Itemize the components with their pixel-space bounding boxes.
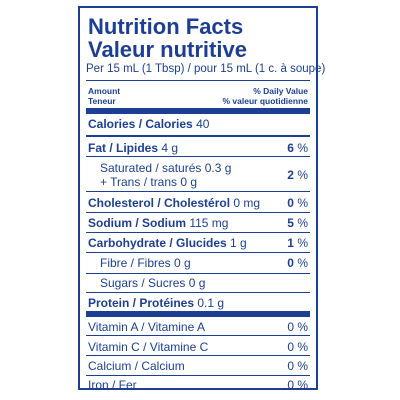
protein-row: Protein / Protéines 0.1 g [88, 296, 224, 310]
vitamin-a-daily-value: 0 % [287, 320, 308, 334]
sodium-label: Sodium / Sodium [88, 216, 186, 230]
fat-daily-value: 6 % [287, 141, 308, 155]
sodium-rule [86, 232, 310, 233]
calcium-rule [86, 375, 310, 376]
header-thick-rule [86, 108, 310, 114]
fat-rule [86, 156, 310, 157]
amount-header-fr: Teneur [88, 96, 116, 106]
fibre-rule [86, 273, 310, 274]
fat-amount: 4 g [161, 141, 179, 155]
vitamin-a-row: Vitamin A / Vitamine A [88, 320, 205, 334]
amount-header: Amount [88, 86, 121, 96]
fat-dv-number: 6 [287, 141, 294, 155]
cholesterol-dv-number: 0 [287, 196, 294, 210]
fibre-dv-number: 0 [287, 256, 294, 270]
fibre-dv-unit: % [297, 256, 308, 270]
calories-row: Calories / Calories 40 [88, 117, 209, 131]
vitamin-c-row: Vitamin C / Vitamine C [88, 340, 209, 354]
protein-thick-rule [86, 311, 310, 317]
sodium-dv-unit: % [297, 216, 308, 230]
iron-row: Iron / Fer [88, 378, 137, 392]
vitamin-c-daily-value: 0 % [287, 340, 308, 354]
trans-row: + Trans / trans 0 g [100, 175, 198, 189]
saturated-dv-unit: % [297, 168, 308, 182]
daily-value-header: % Daily Value [253, 86, 308, 96]
carbohydrate-dv-number: 1 [287, 236, 294, 250]
calcium-row: Calcium / Calcium [88, 359, 185, 373]
saturated-row: Saturated / saturés 0.3 g [100, 161, 232, 175]
vitamin-c-rule [86, 355, 310, 356]
cholesterol-row: Cholesterol / Cholestérol 0 mg [88, 196, 260, 210]
fat-dv-unit: % [297, 141, 308, 155]
cholesterol-amount: 0 mg [233, 196, 261, 210]
sugars-rule [86, 292, 310, 293]
carbohydrate-amount: 1 g [230, 236, 247, 250]
saturated-rule [86, 191, 310, 192]
nutrition-facts-panel: Nutrition Facts Valeur nutritive Per 15 … [78, 6, 325, 392]
sodium-daily-value: 5 % [287, 216, 308, 230]
serving-rule [86, 80, 310, 81]
daily-value-header-fr: % valeur quotidienne [222, 96, 309, 106]
protein-label: Protein / Protéines [88, 296, 195, 310]
calories-value: 40 [196, 117, 210, 131]
cholesterol-label: Cholesterol / Cholestérol [88, 196, 231, 210]
sodium-row: Sodium / Sodium 115 mg [88, 216, 228, 230]
fibre-row: Fibre / Fibres 0 g [100, 256, 191, 270]
cholesterol-dv-unit: % [297, 196, 308, 210]
sodium-amount: 115 mg [189, 216, 229, 230]
protein-amount: 0.1 g [197, 296, 225, 310]
carbohydrate-row: Carbohydrate / Glucides 1 g [88, 236, 247, 250]
calcium-daily-value: 0 % [287, 359, 308, 373]
saturated-dv-number: 2 [287, 168, 294, 182]
cholesterol-rule [86, 212, 310, 213]
fibre-daily-value: 0 % [287, 256, 308, 270]
saturated-trans-daily-value: 2 % [287, 168, 308, 182]
title-english: Nutrition Facts [88, 14, 244, 39]
fat-label: Fat / Lipides [88, 141, 159, 155]
calories-label: Calories / Calories [88, 117, 193, 131]
iron-daily-value: 0 % [287, 378, 308, 392]
calories-rule [86, 135, 310, 137]
carbohydrate-daily-value: 1 % [287, 236, 308, 250]
carbohydrate-dv-unit: % [297, 236, 308, 250]
carbohydrate-rule [86, 252, 310, 253]
serving-size: Per 15 mL (1 Tbsp) / pour 15 mL (1 c. à … [86, 63, 326, 75]
sodium-dv-number: 5 [287, 216, 294, 230]
cholesterol-daily-value: 0 % [287, 196, 308, 210]
title-french: Valeur nutritive [88, 37, 247, 62]
carbohydrate-label: Carbohydrate / Glucides [88, 236, 227, 250]
vitamin-a-rule [86, 335, 310, 336]
sugars-row: Sugars / Sucres 0 g [100, 276, 206, 290]
fat-row: Fat / Lipides 4 g [88, 141, 178, 155]
